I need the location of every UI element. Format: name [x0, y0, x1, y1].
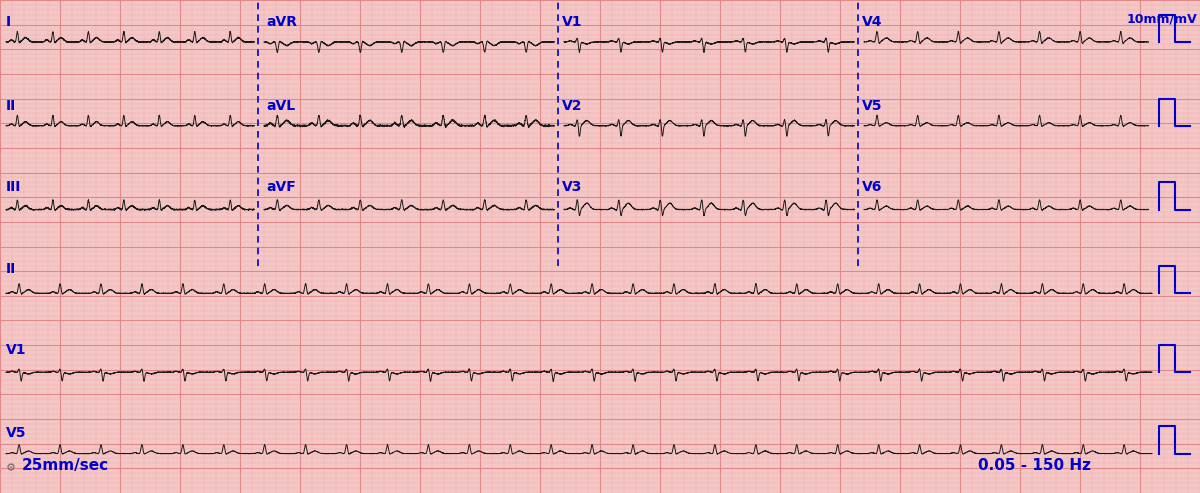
Text: ⚙: ⚙: [6, 463, 16, 473]
Text: aVR: aVR: [266, 15, 298, 29]
Text: 25mm/sec: 25mm/sec: [22, 458, 109, 473]
Text: V5: V5: [6, 426, 26, 440]
Text: 10mm/mV: 10mm/mV: [1127, 12, 1198, 25]
Text: V3: V3: [562, 180, 582, 194]
Text: V1: V1: [6, 343, 26, 356]
Text: III: III: [6, 180, 22, 194]
Text: V4: V4: [862, 15, 882, 29]
Text: V6: V6: [862, 180, 882, 194]
Text: 0.05 - 150 Hz: 0.05 - 150 Hz: [978, 458, 1091, 473]
Text: aVL: aVL: [266, 99, 295, 112]
Text: V1: V1: [562, 15, 582, 29]
Text: II: II: [6, 99, 17, 112]
Text: V2: V2: [562, 99, 582, 112]
Text: II: II: [6, 262, 17, 276]
Text: V5: V5: [862, 99, 882, 112]
Text: I: I: [6, 15, 11, 29]
Text: aVF: aVF: [266, 180, 296, 194]
